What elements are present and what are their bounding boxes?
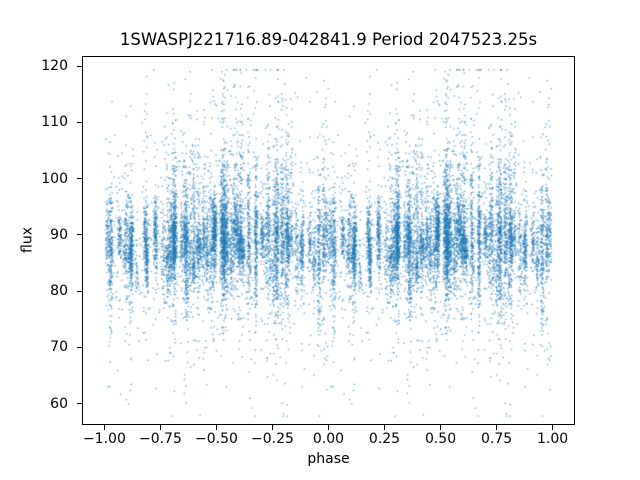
x-tick	[271, 425, 273, 430]
y-tick	[77, 234, 82, 236]
y-tick	[77, 290, 82, 292]
y-tick-label: 90	[50, 226, 68, 243]
y-tick-label: 110	[41, 114, 68, 131]
y-tick	[77, 178, 82, 180]
x-tick	[328, 425, 329, 430]
x-tick	[552, 425, 554, 430]
x-tick	[215, 425, 217, 430]
x-tick-label: −0.50	[195, 431, 238, 447]
chart-title: 1SWASPJ221716.89-042841.9 Period 2047523…	[119, 30, 538, 49]
y-tick	[77, 403, 82, 405]
x-tick-label: 0.75	[480, 431, 513, 447]
x-tick	[440, 425, 442, 430]
x-tick	[496, 425, 498, 430]
x-tick-label: 0.25	[368, 431, 401, 447]
y-tick	[77, 346, 82, 348]
x-tick-label: −1.00	[82, 431, 126, 447]
x-tick-label: 1.00	[536, 431, 569, 447]
x-tick-label: 0.50	[424, 431, 457, 447]
y-tick	[77, 121, 82, 123]
plot-area	[82, 56, 575, 425]
x-tick-label: −0.25	[251, 431, 294, 447]
y-tick-label: 70	[50, 339, 68, 356]
y-tick	[77, 65, 82, 67]
x-tick-label: 0.00	[312, 431, 345, 447]
y-tick-label: 100	[41, 170, 68, 187]
x-tick-label: −0.75	[138, 431, 182, 447]
y-tick-label: 80	[50, 283, 68, 300]
x-tick	[384, 425, 386, 430]
y-tick-label: 120	[41, 58, 68, 75]
scatter-points-canvas	[83, 57, 574, 424]
x-tick	[103, 425, 105, 430]
x-axis-label: phase	[307, 451, 350, 467]
x-tick	[159, 425, 161, 430]
y-tick-label: 60	[50, 395, 68, 412]
